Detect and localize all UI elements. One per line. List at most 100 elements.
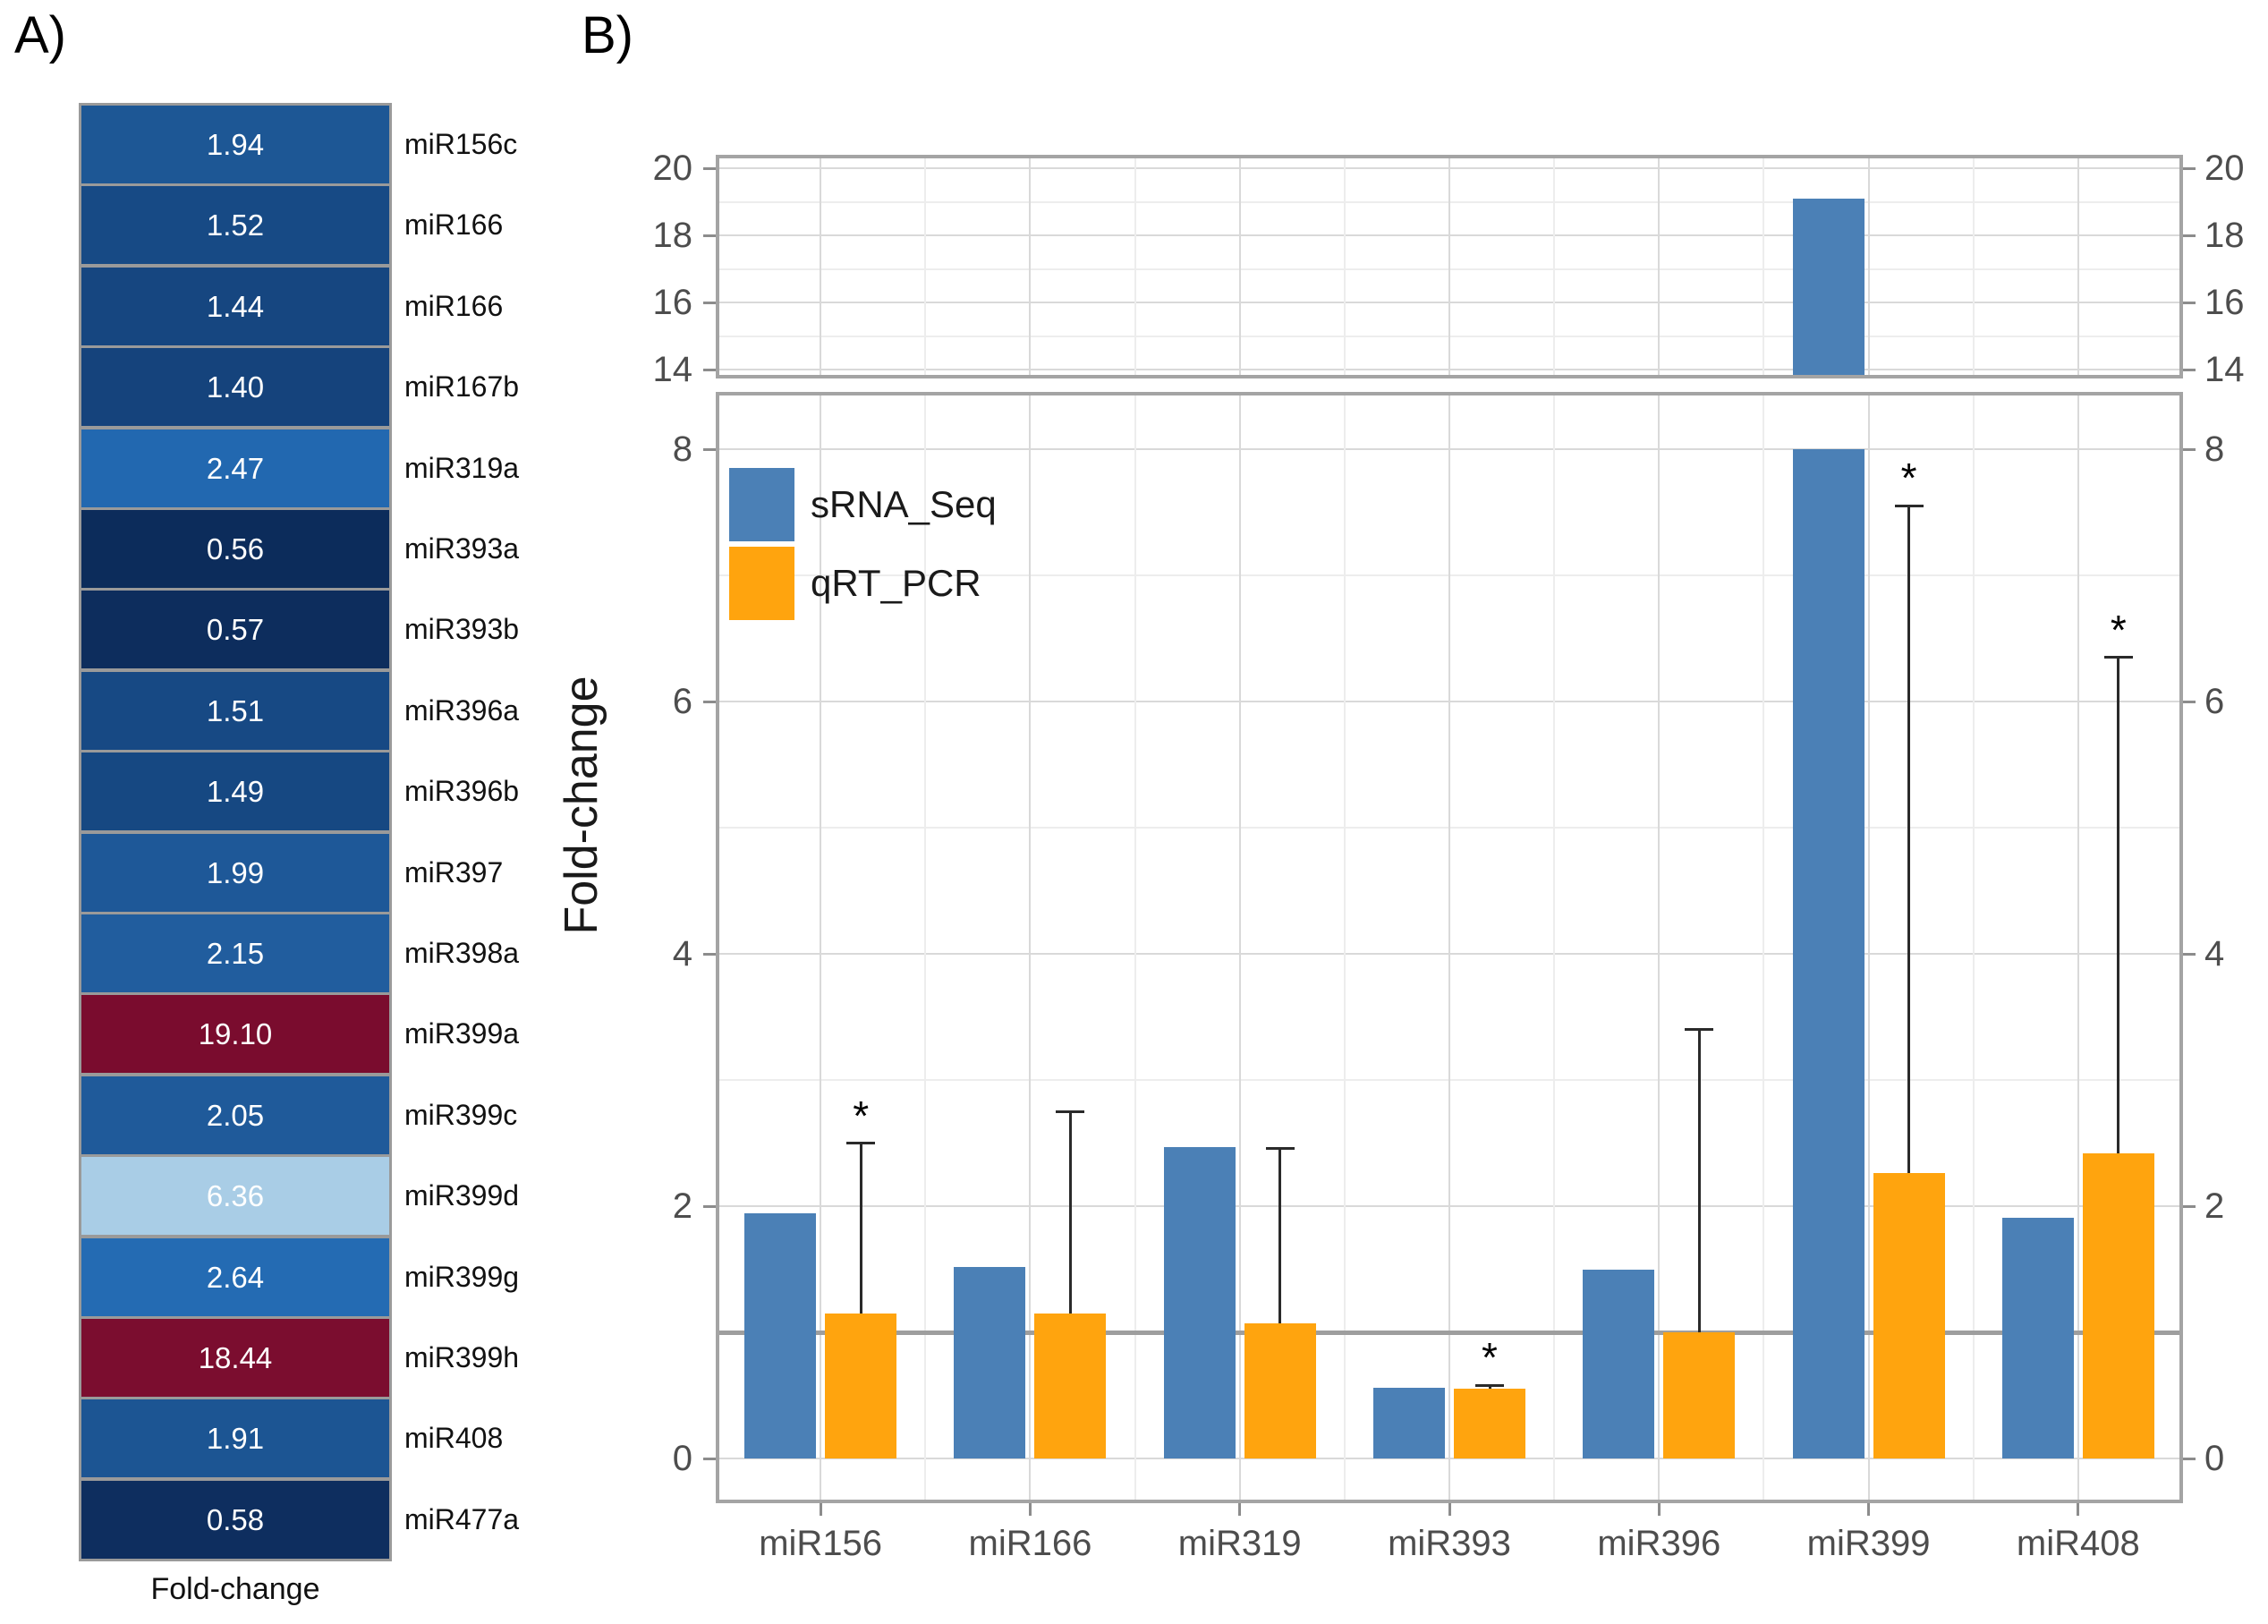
heatmap-row-label: miR399d	[404, 1179, 520, 1212]
y-tick-mark	[2183, 368, 2196, 371]
y-tick-label-right: 20	[2204, 149, 2245, 188]
heatmap-row-label: miR393b	[404, 613, 520, 645]
heatmap-row-label: miR166	[404, 208, 504, 241]
heatmap-cell	[79, 912, 392, 995]
gridline-minor	[1134, 392, 1136, 1503]
legend-label: sRNA_Seq	[811, 483, 997, 525]
x-tick-label-miR156: miR156	[759, 1524, 883, 1563]
heatmap-row-label: miR399g	[404, 1261, 520, 1293]
x-tick-mark	[1238, 1503, 1242, 1516]
y-tick-label-right: 0	[2204, 1439, 2225, 1478]
x-tick-label-miR166: miR166	[968, 1524, 1092, 1563]
bar-srna-seq-upper	[1792, 198, 1865, 378]
y-tick-label-left: 20	[652, 149, 693, 188]
error-bar-cap	[1265, 1146, 1295, 1150]
error-bar-whisker	[1488, 1385, 1491, 1390]
heatmap-cell-value: 1.99	[206, 856, 265, 889]
gridline-major	[1448, 155, 1450, 378]
bar-qrt-pcr-miR399	[1873, 1173, 1945, 1458]
bar-srna-seq-miR399	[1792, 449, 1865, 1458]
heatmap-row-label: miR398a	[404, 937, 520, 969]
error-bar-whisker	[1907, 506, 1911, 1174]
heatmap-cell	[79, 1074, 392, 1157]
heatmap-cell-value: 1.49	[206, 775, 265, 808]
y-tick-mark	[703, 234, 716, 237]
upper-panel-border	[716, 155, 2183, 378]
heatmap-row-label: miR399h	[404, 1341, 520, 1373]
y-tick-mark	[703, 1204, 716, 1208]
y-tick-mark	[2183, 1457, 2196, 1460]
heatmap-cell-value: 1.44	[206, 290, 265, 323]
y-tick-mark	[703, 952, 716, 956]
x-tick-label-miR319: miR319	[1177, 1524, 1302, 1563]
gridline-major	[1658, 155, 1661, 378]
gridline-major	[820, 155, 822, 378]
legend-swatch-srna_seq	[729, 468, 794, 541]
error-bar-whisker	[1278, 1148, 1282, 1324]
y-tick-label-right: 14	[2204, 350, 2245, 389]
panel-b-label: B)	[582, 6, 633, 64]
legend-swatch-qrt_pcr	[729, 547, 794, 620]
bar-srna-seq-miR166	[954, 1266, 1026, 1458]
y-tick-label-left: 8	[672, 429, 692, 469]
heatmap-cell	[79, 831, 392, 914]
bar-qrt-pcr-miR408	[2082, 1152, 2154, 1458]
heatmap-cell	[79, 1316, 392, 1399]
gridline-major	[1238, 392, 1241, 1503]
y-tick-label-left: 14	[652, 350, 693, 389]
significance-star-miR156: *	[853, 1092, 870, 1139]
heatmap-cell-value: 1.94	[206, 128, 265, 161]
heatmap-cell	[79, 992, 392, 1076]
significance-star-miR399: *	[1900, 455, 1917, 502]
heatmap-row-label: miR167b	[404, 370, 520, 403]
heatmap-cell-value: 1.91	[206, 1422, 265, 1455]
heatmap-row-label: miR156c	[404, 128, 518, 160]
y-tick-label-right: 8	[2204, 429, 2225, 469]
heatmap-cell	[79, 588, 392, 671]
significance-star-miR393: *	[1482, 1334, 1498, 1382]
error-bar-whisker	[859, 1143, 862, 1314]
gridline-major	[1029, 392, 1032, 1503]
gridline-major	[1238, 155, 1241, 378]
x-tick-mark	[1657, 1503, 1661, 1516]
heatmap-cell	[79, 1154, 392, 1237]
gridline-major	[820, 392, 822, 1503]
y-tick-mark	[703, 368, 716, 371]
heatmap-row-label: miR393a	[404, 532, 520, 565]
x-tick-label-miR399: miR399	[1806, 1524, 1931, 1563]
significance-star-miR408: *	[2110, 606, 2127, 653]
heatmap-cell-value: 2.47	[206, 452, 265, 485]
heatmap-cell	[79, 1478, 392, 1561]
heatmap-cell-value: 1.51	[206, 694, 265, 727]
error-bar-cap	[2103, 656, 2133, 659]
gridline-minor	[1972, 155, 1975, 378]
y-tick-mark	[703, 166, 716, 170]
heatmap-row-label: miR408	[404, 1422, 504, 1454]
heatmap-row-label: miR397	[404, 856, 504, 889]
error-bar-cap	[1475, 1383, 1504, 1387]
y-tick-mark	[703, 700, 716, 703]
heatmap-row-label: miR399c	[404, 1099, 518, 1131]
y-tick-mark	[2183, 700, 2196, 703]
gridline-minor	[1343, 155, 1346, 378]
legend-label: qRT_PCR	[811, 562, 981, 604]
y-tick-label-left: 16	[652, 283, 693, 322]
gridline-major	[1029, 155, 1032, 378]
y-tick-label-left: 2	[672, 1186, 692, 1226]
y-tick-label-left: 0	[672, 1439, 692, 1478]
heatmap-cell	[79, 669, 392, 752]
x-tick-label-miR396: miR396	[1597, 1524, 1721, 1563]
y-tick-label-right: 18	[2204, 216, 2245, 255]
bar-srna-seq-miR319	[1163, 1146, 1236, 1458]
y-tick-label-right: 6	[2204, 682, 2225, 721]
heatmap-row-label: miR396a	[404, 694, 520, 727]
y-tick-mark	[2183, 447, 2196, 451]
gridline-minor	[1553, 155, 1556, 378]
y-tick-mark	[2183, 166, 2196, 170]
bar-qrt-pcr-miR393	[1454, 1389, 1525, 1458]
error-bar-whisker	[1068, 1111, 1072, 1314]
heatmap-row-label: miR396b	[404, 775, 520, 807]
x-tick-mark	[1028, 1503, 1032, 1516]
heatmap-cell-value: 0.58	[206, 1503, 265, 1536]
gridline-major	[2077, 392, 2079, 1503]
